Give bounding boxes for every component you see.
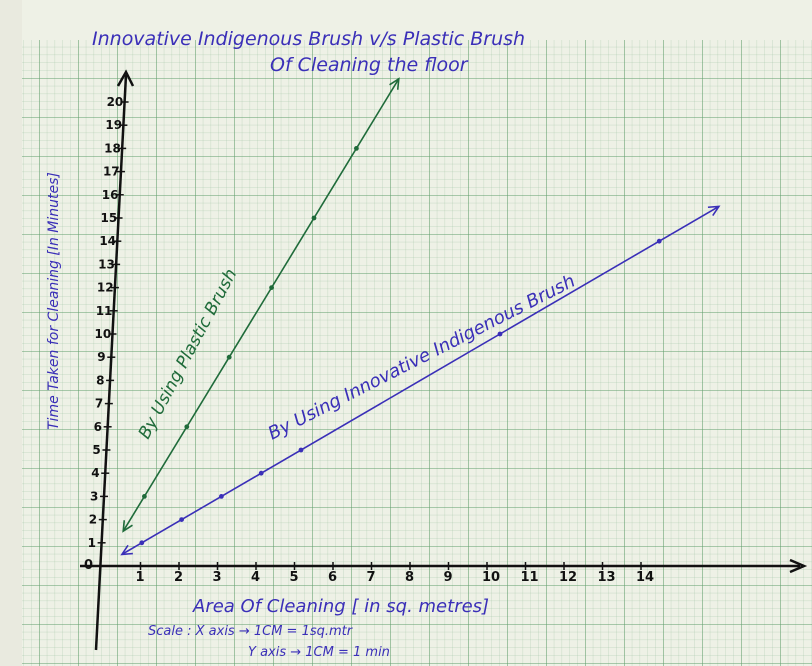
y-tick-label: 11	[96, 304, 113, 318]
x-tick-label: 7	[367, 570, 376, 585]
y-tick-label: 13	[98, 257, 115, 271]
y-tick-label: 9	[97, 350, 105, 364]
data-point	[219, 494, 224, 499]
data-point	[269, 285, 274, 290]
x-tick-label: 3	[213, 570, 222, 585]
data-point	[184, 424, 190, 430]
y-tick-label: 17	[103, 165, 120, 179]
y-tick-label: 18	[104, 141, 121, 155]
chart-title: Innovative Indigenous Brush v/s Plastic …	[92, 28, 525, 50]
y-tick-label: 14	[99, 234, 116, 248]
data-point	[142, 494, 147, 499]
y-axis-arrowhead	[116, 69, 135, 87]
x-tick-label: 14	[636, 570, 654, 585]
y-tick-label: 20	[107, 95, 124, 109]
y-tick-label: 15	[101, 211, 118, 225]
y-tick-label: 5	[92, 443, 100, 457]
y-axis-line	[94, 74, 128, 651]
x-tick-label: 1	[136, 570, 145, 585]
y-tick-label: 12	[97, 281, 114, 295]
series-arrowhead-start	[120, 544, 133, 556]
data-point	[656, 238, 662, 244]
y-tick-label: 16	[102, 188, 119, 202]
x-tick-labels: 1 2 3 4 5 6 7 8 9 10 11 12 13 14	[136, 562, 654, 585]
data-point	[258, 470, 264, 476]
graph-grid	[22, 40, 812, 666]
data-point	[497, 331, 503, 337]
x-tick-label: 9	[444, 570, 453, 585]
data-point	[139, 540, 145, 546]
x-tick-label: 2	[174, 570, 183, 585]
x-tick-label: 10	[482, 570, 500, 585]
scale-note-y: Y axis → 1CM = 1 min	[248, 645, 390, 660]
series-arrowhead-start	[122, 520, 133, 533]
x-axis-arrowhead	[789, 558, 808, 574]
y-tick-label: 6	[94, 420, 102, 434]
axes	[80, 69, 808, 651]
x-tick-label: 8	[405, 570, 414, 585]
series-layer	[120, 77, 721, 556]
x-tick-label: 5	[290, 570, 299, 585]
data-point	[311, 215, 317, 221]
y-tick-label: 1	[88, 536, 96, 550]
data-point	[298, 447, 304, 453]
x-tick-label: 11	[521, 570, 539, 585]
data-point	[354, 146, 359, 151]
y-tick-label: 10	[94, 327, 111, 341]
scale-note-x: Scale : X axis → 1CM = 1sq.mtr	[148, 624, 354, 639]
data-point	[226, 354, 232, 360]
page-margin	[0, 0, 22, 666]
y-tick-label: 3	[90, 489, 98, 503]
y-tick-label: 7	[95, 397, 103, 411]
series-line	[122, 78, 400, 532]
series-arrowhead-end	[389, 77, 400, 90]
x-axis-label: Area Of Cleaning [ in sq. metres]	[192, 596, 489, 617]
origin-label: 0	[84, 558, 93, 573]
x-tick-label: 6	[328, 570, 337, 585]
x-tick-label: 13	[598, 570, 616, 585]
series-arrowhead-end	[707, 205, 721, 216]
y-axis-label: Time Taken for Cleaning [In Minutes]	[46, 172, 62, 430]
chart-subtitle: Of Cleaning the floor	[270, 54, 469, 76]
y-tick-label: 2	[89, 513, 97, 527]
y-tick-label: 8	[96, 373, 104, 387]
y-tick-label: 19	[105, 118, 122, 132]
y-tick-label: 4	[91, 466, 99, 480]
x-tick-label: 12	[559, 570, 577, 585]
x-tick-label: 4	[251, 570, 260, 585]
data-point	[179, 517, 185, 522]
